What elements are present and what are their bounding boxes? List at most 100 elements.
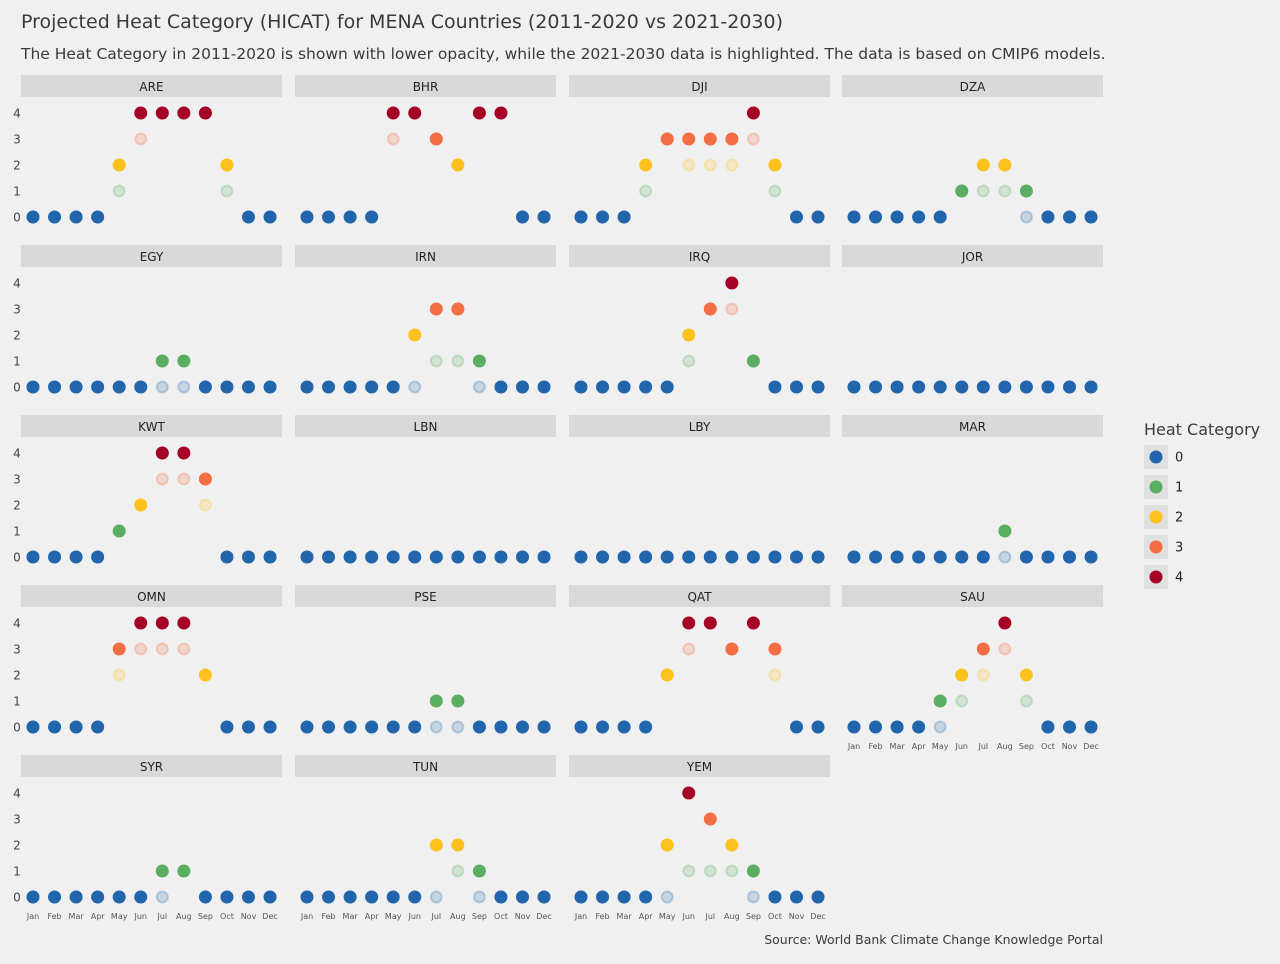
panel-irn: IRN: [295, 245, 556, 394]
point-2021-2030: [48, 720, 62, 734]
panel-title: SYR: [140, 760, 163, 774]
point-2021-2030: [429, 132, 443, 146]
point-2011-2020: [155, 380, 169, 394]
point-2021-2030: [1019, 380, 1033, 394]
y-tick-label: 0: [13, 721, 21, 735]
point-2011-2020: [177, 380, 191, 394]
y-tick-label: 3: [13, 133, 21, 147]
point-2021-2030: [617, 890, 631, 904]
point-2021-2030: [26, 550, 40, 564]
y-tick-label: 1: [13, 355, 21, 369]
source-note: Source: World Bank Climate Change Knowle…: [764, 932, 1103, 947]
point-2011-2020: [725, 864, 739, 878]
point-2021-2030: [263, 380, 277, 394]
point-2021-2030: [537, 720, 551, 734]
point-2021-2030: [472, 106, 486, 120]
point-2021-2030: [682, 328, 696, 342]
point-2021-2030: [998, 616, 1012, 630]
point-2021-2030: [177, 354, 191, 368]
point-2021-2030: [155, 864, 169, 878]
point-2021-2030: [682, 786, 696, 800]
point-2021-2030: [343, 550, 357, 564]
x-tick-label: Sep: [198, 912, 213, 921]
point-2021-2030: [365, 210, 379, 224]
panel-title: EGY: [140, 250, 164, 264]
point-2021-2030: [198, 106, 212, 120]
point-2021-2030: [134, 380, 148, 394]
panel-title: LBN: [414, 420, 438, 434]
point-2021-2030: [91, 720, 105, 734]
point-2021-2030: [746, 550, 760, 564]
point-2021-2030: [365, 890, 379, 904]
point-2021-2030: [242, 890, 255, 904]
point-2021-2030: [322, 380, 336, 394]
point-2021-2030: [322, 210, 336, 224]
point-2021-2030: [112, 890, 126, 904]
y-tick-label: 3: [13, 643, 21, 657]
x-tick-label: Jun: [955, 742, 969, 751]
point-2021-2030: [386, 550, 400, 564]
point-2021-2030: [155, 616, 169, 630]
panel-dza: DZA: [842, 75, 1103, 224]
point-2021-2030: [1063, 550, 1076, 564]
point-2021-2030: [198, 472, 212, 486]
y-tick-label: 4: [13, 447, 21, 461]
point-2021-2030: [660, 380, 674, 394]
legend-label: 1: [1175, 481, 1183, 496]
x-tick-label: Apr: [365, 912, 380, 921]
legend-swatch: [1149, 570, 1163, 584]
point-2021-2030: [725, 642, 739, 656]
point-2021-2030: [155, 106, 169, 120]
point-2021-2030: [48, 550, 62, 564]
point-2021-2030: [1019, 184, 1033, 198]
point-2011-2020: [998, 550, 1012, 564]
x-tick-label: Jan: [300, 912, 313, 921]
legend: Heat Category 0 1 2 3 4: [1144, 420, 1260, 589]
point-2011-2020: [746, 890, 760, 904]
panel-kwt: KWT 0 1 2 3 4: [13, 415, 282, 565]
point-2021-2030: [1063, 210, 1076, 224]
point-2021-2030: [768, 642, 782, 656]
point-2021-2030: [26, 890, 40, 904]
x-tick-label: Jan: [26, 912, 39, 921]
x-tick-label: Aug: [724, 912, 740, 921]
x-tick-label: Mar: [343, 912, 359, 921]
point-2021-2030: [660, 838, 674, 852]
point-2021-2030: [300, 720, 314, 734]
panel-sau: SAU Jan Feb Mar Apr May Jun Jul Aug Sep Oct Nov Dec: [842, 585, 1103, 751]
point-2011-2020: [682, 642, 696, 656]
panel-header: [569, 755, 830, 777]
point-2021-2030: [177, 864, 191, 878]
point-2021-2030: [976, 380, 990, 394]
x-tick-label: Nov: [241, 912, 257, 921]
legend-label: 4: [1175, 571, 1183, 586]
point-2021-2030: [1041, 380, 1055, 394]
legend-item-1: 1: [1144, 475, 1183, 499]
y-tick-label: 4: [13, 617, 21, 631]
point-2021-2030: [48, 210, 62, 224]
panel-title: OMN: [137, 590, 166, 604]
point-2021-2030: [746, 354, 760, 368]
panel-title: BHR: [413, 80, 439, 94]
point-2011-2020: [998, 184, 1012, 198]
point-2011-2020: [155, 642, 169, 656]
y-tick-label: 1: [13, 525, 21, 539]
point-2021-2030: [263, 890, 277, 904]
point-2021-2030: [811, 720, 825, 734]
point-2011-2020: [682, 158, 696, 172]
point-2021-2030: [703, 302, 717, 316]
x-tick-label: Feb: [321, 912, 335, 921]
panel-title: MAR: [959, 420, 986, 434]
panel-mar: MAR: [842, 415, 1103, 564]
legend-swatch: [1149, 540, 1163, 554]
x-tick-label: Jan: [574, 912, 587, 921]
point-2021-2030: [890, 380, 904, 394]
point-2021-2030: [408, 328, 422, 342]
point-2011-2020: [451, 720, 465, 734]
x-tick-label: Jul: [977, 742, 988, 751]
point-2021-2030: [69, 890, 83, 904]
point-2021-2030: [112, 380, 126, 394]
point-2021-2030: [596, 210, 610, 224]
x-tick-label: Sep: [472, 912, 487, 921]
point-2021-2030: [220, 890, 234, 904]
